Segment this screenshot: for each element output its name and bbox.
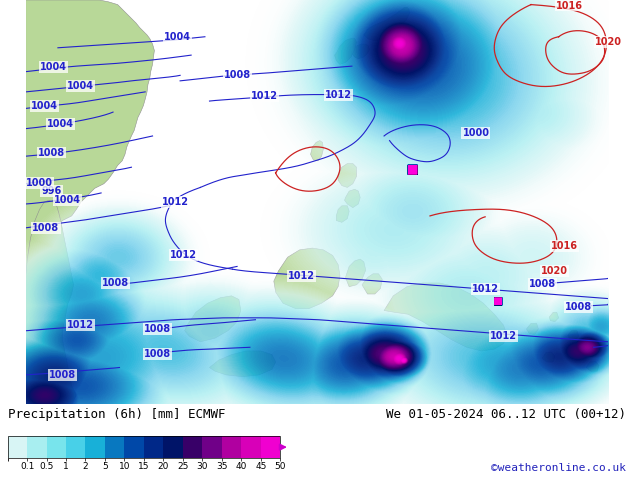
Text: 1012: 1012 <box>490 331 517 341</box>
Text: 1004: 1004 <box>164 32 191 42</box>
Polygon shape <box>26 200 76 404</box>
Polygon shape <box>344 189 360 208</box>
Text: 1016: 1016 <box>556 0 583 10</box>
Polygon shape <box>335 39 356 64</box>
Text: 1008: 1008 <box>38 147 65 157</box>
Polygon shape <box>184 296 241 342</box>
Polygon shape <box>362 274 382 294</box>
Text: 1016: 1016 <box>551 241 578 251</box>
Polygon shape <box>384 283 507 351</box>
Polygon shape <box>550 313 559 321</box>
Text: 1008: 1008 <box>49 370 76 380</box>
Polygon shape <box>338 164 356 187</box>
Polygon shape <box>586 361 599 371</box>
Text: 1020: 1020 <box>595 37 622 47</box>
Text: 1020: 1020 <box>541 266 567 276</box>
Text: 1008: 1008 <box>32 223 60 233</box>
Text: 1008: 1008 <box>143 324 171 334</box>
Polygon shape <box>526 323 538 334</box>
Text: 996: 996 <box>41 186 61 196</box>
Text: 1008: 1008 <box>529 279 555 289</box>
Text: 1004: 1004 <box>40 62 67 72</box>
Text: 1000: 1000 <box>26 178 53 188</box>
Text: 1008: 1008 <box>143 349 171 359</box>
Polygon shape <box>274 248 340 309</box>
Text: 1012: 1012 <box>162 197 189 207</box>
Text: 1004: 1004 <box>30 100 58 111</box>
Text: 1012: 1012 <box>171 250 197 260</box>
Text: 1004: 1004 <box>67 81 94 91</box>
Text: 1012: 1012 <box>251 91 278 100</box>
Text: Precipitation (6h) [mm] ECMWF: Precipitation (6h) [mm] ECMWF <box>8 408 225 421</box>
Polygon shape <box>311 141 323 161</box>
Text: ©weatheronline.co.uk: ©weatheronline.co.uk <box>491 463 626 473</box>
Text: 1012: 1012 <box>288 270 315 281</box>
Polygon shape <box>346 259 366 287</box>
Polygon shape <box>542 352 555 362</box>
Text: 1012: 1012 <box>472 284 498 294</box>
Polygon shape <box>209 351 276 377</box>
Polygon shape <box>364 7 410 41</box>
Text: 1012: 1012 <box>325 90 352 99</box>
Text: 1008: 1008 <box>566 302 592 312</box>
Text: 1000: 1000 <box>462 128 489 138</box>
Text: 1012: 1012 <box>67 320 94 330</box>
Polygon shape <box>336 206 349 222</box>
Polygon shape <box>568 331 579 340</box>
Text: 1004: 1004 <box>47 119 74 129</box>
Text: 1008: 1008 <box>224 71 250 80</box>
Text: 1008: 1008 <box>102 278 129 288</box>
Polygon shape <box>26 0 155 303</box>
Text: 1004: 1004 <box>54 196 81 205</box>
Polygon shape <box>352 44 370 59</box>
Text: We 01-05-2024 06..12 UTC (00+12): We 01-05-2024 06..12 UTC (00+12) <box>386 408 626 421</box>
